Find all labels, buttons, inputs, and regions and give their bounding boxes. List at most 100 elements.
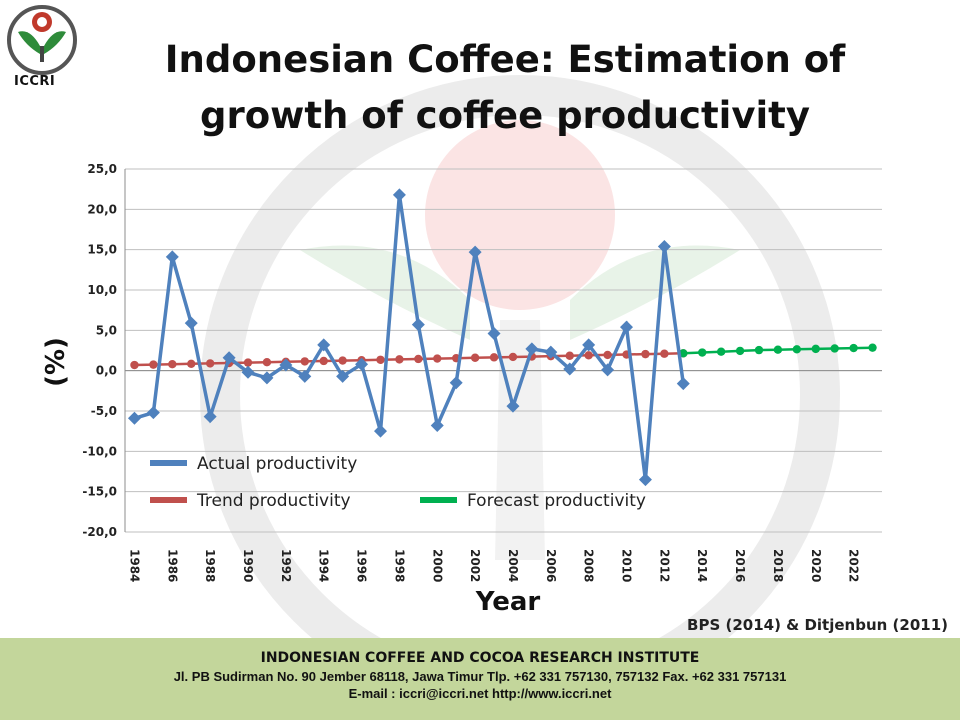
data-point [449, 376, 463, 390]
data-point [716, 347, 726, 356]
y-tick-label: -10,0 [82, 444, 117, 458]
x-tick-label: 2018 [771, 549, 785, 582]
data-point [241, 365, 255, 379]
y-tick-label: 15,0 [87, 243, 117, 257]
x-tick-label: 2014 [695, 549, 709, 582]
y-axis-ticks: 25,0 20,0 15,0 10,0 5,0 0,0 -5,0 -10,0 -15,0 -20,… [82, 162, 117, 539]
y-tick-label: -20,0 [82, 525, 117, 539]
data-point [676, 377, 690, 391]
data-point [641, 349, 650, 359]
x-tick-label: 2004 [506, 549, 520, 582]
x-tick-label: 1988 [203, 549, 217, 582]
data-point [487, 327, 501, 341]
data-point [811, 344, 820, 354]
y-tick-label: 10,0 [87, 283, 117, 297]
data-point [830, 344, 839, 353]
x-tick-label: 2008 [582, 549, 596, 582]
x-tick-label: 2006 [544, 549, 558, 582]
data-point [298, 369, 312, 383]
y-tick-label: 0,0 [96, 364, 117, 378]
data-point [565, 351, 574, 360]
data-point [735, 346, 745, 356]
data-point [657, 239, 671, 253]
data-point [603, 350, 612, 360]
footer-bar: INDONESIAN COFFEE AND COCOA RESEARCH INS… [0, 638, 960, 720]
data-point [773, 345, 783, 354]
data-point [468, 245, 482, 259]
logo-text: ICCRI [14, 74, 56, 89]
x-tick-label: 2002 [468, 549, 482, 582]
data-point [638, 473, 652, 487]
x-tick-label: 2022 [847, 549, 861, 582]
chart-legend: Actual productivity Trend productivity For… [150, 454, 646, 511]
data-point [187, 359, 196, 369]
data-point [433, 354, 442, 363]
data-point [260, 371, 274, 385]
data-point [544, 345, 558, 359]
footer-contact: E-mail : iccri@iccri.net http://www.iccr… [348, 686, 612, 701]
x-axis-ticks: 1984 1986 1988 1990 1992 1994 1996 1998 2000 2002… [127, 549, 860, 582]
data-point [414, 354, 423, 364]
data-point [262, 357, 272, 367]
data-point [130, 360, 139, 370]
x-tick-label: 2012 [657, 549, 671, 582]
data-point [470, 353, 480, 362]
footer-address: Jl. PB Sudirman No. 90 Jember 68118, Jaw… [173, 669, 787, 684]
data-point [127, 411, 141, 425]
x-tick-label: 1984 [127, 549, 141, 582]
x-axis-label: Year [475, 587, 541, 617]
x-tick-label: 1996 [355, 549, 369, 582]
data-point [300, 357, 309, 366]
legend-label: Actual productivity [197, 454, 357, 474]
series-line [133, 194, 686, 480]
x-tick-label: 1998 [392, 549, 406, 582]
series-forecast-productivity [679, 343, 877, 358]
series-actual-productivity [127, 188, 690, 487]
data-point [146, 406, 160, 420]
data-point [489, 353, 499, 362]
data-point [319, 356, 328, 366]
x-tick-label: 2020 [809, 549, 823, 582]
data-point [317, 338, 331, 352]
data-point [395, 355, 404, 364]
y-tick-label: -15,0 [82, 485, 117, 499]
x-tick-label: 1990 [241, 549, 255, 582]
x-tick-label: 1986 [165, 549, 179, 582]
data-point [205, 359, 215, 368]
y-tick-label: 20,0 [87, 202, 117, 216]
data-point [184, 316, 198, 330]
data-point [392, 188, 406, 202]
data-point [620, 320, 634, 334]
data-point [601, 363, 615, 377]
data-point [563, 362, 577, 376]
data-point [376, 355, 385, 364]
data-point [279, 358, 293, 372]
data-point [792, 345, 802, 354]
y-tick-label: 25,0 [87, 162, 117, 176]
data-point [338, 356, 347, 365]
data-point [203, 410, 217, 424]
y-tick-label: -5,0 [91, 404, 117, 418]
data-point [849, 343, 858, 353]
data-point [508, 352, 518, 362]
y-tick-label: 5,0 [96, 323, 117, 337]
data-point [430, 419, 444, 433]
data-point [373, 424, 387, 438]
legend-label: Forecast productivity [467, 491, 646, 511]
data-point [165, 250, 179, 264]
x-tick-label: 2016 [733, 549, 747, 582]
data-point [506, 399, 520, 413]
data-point [355, 357, 369, 371]
data-point [525, 342, 539, 356]
data-point [336, 369, 350, 383]
data-point [660, 349, 669, 358]
page-title: Indonesian Coffee: Estimation of growth … [164, 38, 846, 137]
data-point [243, 358, 253, 367]
data-point [679, 349, 688, 358]
data-point [582, 338, 596, 352]
data-point [222, 351, 236, 365]
data-point [149, 360, 158, 369]
data-point [584, 351, 593, 360]
legend-label: Trend productivity [196, 491, 351, 511]
